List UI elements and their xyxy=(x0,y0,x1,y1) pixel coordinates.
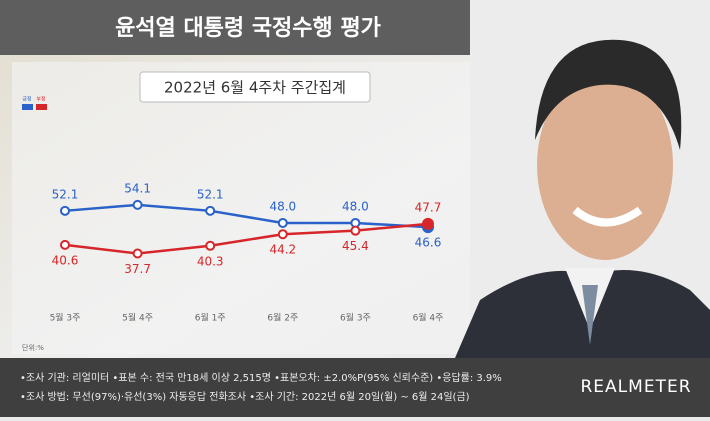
smile xyxy=(572,206,643,227)
point xyxy=(277,217,288,228)
point xyxy=(205,240,216,251)
point xyxy=(132,248,143,259)
tie xyxy=(582,285,598,345)
value-label: 52.1 xyxy=(197,187,224,201)
x-tick-label: 5월 3주 xyxy=(50,312,81,324)
legend-label: 부정 xyxy=(36,96,45,103)
x-tick-label: 6월 3주 xyxy=(340,312,371,324)
footer-band xyxy=(0,358,710,417)
legend-swatch xyxy=(22,104,33,110)
value-label: 40.6 xyxy=(52,253,79,267)
value-label: 45.4 xyxy=(342,239,369,253)
x-tick-label: 6월 1주 xyxy=(195,312,226,324)
note: •조사 방법: 무선(97%)·유선(3%) 자동응답 전화조사 •조사 기간:… xyxy=(20,391,470,403)
point xyxy=(60,239,70,250)
header-band xyxy=(0,0,520,55)
x-tick-label: 6월 2주 xyxy=(267,312,298,324)
point xyxy=(350,225,361,236)
value-label: 46.6 xyxy=(415,236,442,250)
value-label: 37.7 xyxy=(124,262,151,276)
subtitle-box xyxy=(139,71,371,103)
point xyxy=(60,205,70,216)
series-line xyxy=(64,222,429,255)
note: •조사 기관: 리얼미터 •표본 수: 전국 만18세 이상 2,515명 •표… xyxy=(20,372,502,384)
unit-note: 단위:% xyxy=(22,343,44,352)
value-label: 47.7 xyxy=(415,200,442,214)
suit xyxy=(455,270,710,358)
photo xyxy=(455,0,710,358)
value-label: 48.0 xyxy=(269,199,296,213)
x-tick-label: 6월 4주 xyxy=(413,312,444,324)
value-label: 44.2 xyxy=(269,243,296,257)
chart-title: 윤석열 대통령 국정수행 평가 xyxy=(115,16,381,41)
brand: REALMETER xyxy=(581,377,692,397)
point xyxy=(132,199,143,210)
value-label: 54.1 xyxy=(124,181,151,195)
hair xyxy=(535,39,682,150)
legend-label: 긍정 xyxy=(22,96,31,103)
x-tick-label: 5월 4주 xyxy=(122,312,153,324)
point xyxy=(205,205,216,216)
series-line xyxy=(64,203,429,229)
value-label: 52.1 xyxy=(52,187,79,201)
value-label: 48.0 xyxy=(342,199,369,213)
legend-swatch xyxy=(36,104,47,110)
value-label: 40.3 xyxy=(197,254,224,268)
subtitle: 2022년 6월 4주차 주간집계 xyxy=(164,79,346,97)
point xyxy=(277,229,288,240)
point xyxy=(422,217,434,230)
